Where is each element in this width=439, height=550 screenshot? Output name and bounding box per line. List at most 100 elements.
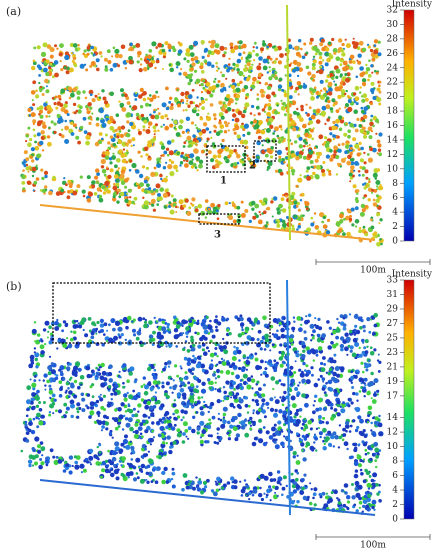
point — [82, 468, 87, 473]
point — [86, 406, 90, 410]
point — [83, 130, 88, 135]
point — [71, 59, 75, 63]
point — [134, 422, 139, 427]
point — [293, 371, 297, 374]
point — [114, 426, 119, 431]
point — [280, 105, 286, 111]
point — [186, 349, 191, 353]
point — [334, 366, 340, 372]
point — [282, 383, 286, 387]
point — [32, 189, 35, 192]
point — [296, 500, 300, 504]
point — [175, 169, 179, 173]
point — [242, 486, 247, 491]
point — [257, 119, 263, 125]
point — [306, 319, 310, 324]
point — [367, 493, 372, 498]
point — [196, 331, 200, 336]
point — [344, 38, 347, 41]
point — [62, 343, 68, 349]
point — [325, 230, 331, 235]
point — [125, 444, 131, 450]
point — [62, 469, 67, 473]
point — [148, 126, 151, 129]
point — [181, 440, 186, 444]
point — [45, 463, 49, 467]
point — [214, 381, 217, 384]
point — [190, 359, 195, 363]
point — [73, 394, 78, 399]
point — [59, 365, 65, 371]
point — [206, 54, 210, 58]
point — [143, 383, 146, 386]
point — [317, 151, 322, 156]
point — [371, 499, 377, 505]
point — [259, 473, 265, 479]
point — [118, 335, 122, 339]
point — [148, 320, 153, 325]
point — [288, 95, 293, 100]
point — [223, 156, 228, 161]
point — [166, 435, 171, 440]
point — [165, 161, 168, 164]
point — [264, 104, 267, 108]
point — [237, 333, 242, 338]
point — [283, 342, 287, 346]
point — [248, 404, 251, 408]
point — [351, 483, 354, 486]
point — [320, 367, 326, 373]
point — [145, 116, 149, 120]
point — [51, 393, 56, 398]
point — [220, 486, 225, 490]
point — [54, 320, 59, 326]
colorbar-tick-label: 30 — [387, 20, 399, 30]
point — [25, 134, 29, 138]
point — [220, 71, 223, 74]
point — [101, 137, 104, 141]
point — [369, 447, 373, 451]
point — [131, 200, 135, 205]
point — [291, 403, 297, 409]
point — [325, 382, 328, 385]
point — [333, 489, 338, 495]
point — [95, 366, 98, 370]
point — [70, 132, 75, 136]
point — [182, 473, 188, 478]
point — [214, 388, 217, 391]
point — [140, 463, 146, 469]
point — [35, 404, 40, 408]
point — [155, 90, 159, 94]
point — [37, 449, 42, 454]
point — [81, 317, 86, 323]
point — [354, 219, 360, 224]
point — [182, 71, 188, 77]
point — [166, 325, 170, 329]
point — [222, 483, 227, 488]
point — [214, 480, 217, 483]
point — [77, 385, 81, 390]
point — [295, 432, 299, 436]
point — [242, 354, 247, 358]
point — [345, 429, 348, 433]
point — [233, 162, 238, 167]
point — [312, 496, 315, 500]
point — [242, 380, 248, 386]
point — [373, 312, 379, 318]
point — [95, 371, 100, 376]
point — [370, 485, 373, 488]
point — [363, 186, 367, 190]
point — [25, 439, 30, 443]
point — [362, 479, 367, 484]
point — [192, 101, 195, 104]
point — [204, 403, 208, 408]
point — [331, 125, 337, 131]
point — [344, 103, 350, 108]
point — [281, 321, 285, 324]
point — [86, 52, 90, 56]
point — [100, 189, 103, 192]
point — [156, 196, 161, 201]
point — [271, 137, 277, 144]
point — [324, 122, 327, 125]
point — [176, 428, 181, 433]
point — [194, 208, 199, 212]
